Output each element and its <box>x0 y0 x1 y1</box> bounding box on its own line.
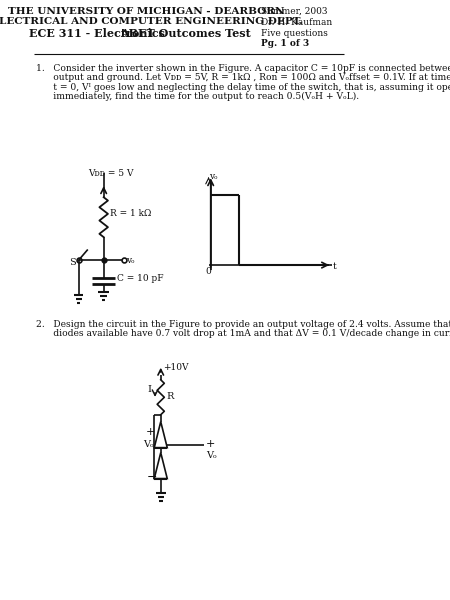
Text: Five questions: Five questions <box>261 29 328 38</box>
Text: t = 0, Vᴵ goes low and neglecting the delay time of the switch, that is, assumin: t = 0, Vᴵ goes low and neglecting the de… <box>36 83 450 92</box>
Text: Vᴅᴅ = 5 V: Vᴅᴅ = 5 V <box>88 169 134 178</box>
Text: vₒ: vₒ <box>209 172 218 181</box>
Text: ECE 311 - Electronics: ECE 311 - Electronics <box>28 28 165 38</box>
Text: 2.   Design the circuit in the Figure to provide an output voltage of 2.4 volts.: 2. Design the circuit in the Figure to p… <box>36 320 450 329</box>
Text: immediately, find the time for the output to reach 0.5(VₒH + VₒL).: immediately, find the time for the outpu… <box>36 92 359 101</box>
Text: I: I <box>148 385 152 394</box>
Text: ABET Outcomes Test: ABET Outcomes Test <box>120 28 251 38</box>
Text: Pg. 1 of 3: Pg. 1 of 3 <box>261 38 309 47</box>
Text: ELECTRICAL AND COMPUTER ENGINEERING DEPT.: ELECTRICAL AND COMPUTER ENGINEERING DEPT… <box>0 17 302 26</box>
Text: Summer, 2003: Summer, 2003 <box>261 7 327 16</box>
Text: +: + <box>206 439 215 449</box>
Text: output and ground. Let Vᴅᴅ = 5V, R = 1kΩ , Ron = 100Ω and Vₒffset = 0.1V. If at : output and ground. Let Vᴅᴅ = 5V, R = 1kΩ… <box>36 73 450 82</box>
Text: Dr. H. Kaufman: Dr. H. Kaufman <box>261 17 332 26</box>
Text: +: + <box>146 427 155 437</box>
Text: R = 1 kΩ: R = 1 kΩ <box>110 209 152 218</box>
Text: C = 10 pF: C = 10 pF <box>117 274 163 283</box>
Text: S: S <box>69 258 76 267</box>
Text: 0: 0 <box>206 267 212 276</box>
Text: t: t <box>333 262 337 271</box>
Text: THE UNIVERSITY OF MICHIGAN - DEARBORN: THE UNIVERSITY OF MICHIGAN - DEARBORN <box>8 7 285 16</box>
Text: R: R <box>166 392 174 401</box>
Text: vₒ: vₒ <box>126 256 135 265</box>
Text: −: − <box>147 470 158 484</box>
Text: +10V: +10V <box>163 363 189 372</box>
Text: Vₒ: Vₒ <box>206 451 216 460</box>
Text: 1.   Consider the inverter shown in the Figure. A capacitor C = 10pF is connecte: 1. Consider the inverter shown in the Fi… <box>36 64 450 73</box>
Text: Vₒ: Vₒ <box>143 440 153 449</box>
Text: diodes available have 0.7 volt drop at 1mA and that ΔV = 0.1 V/decade change in : diodes available have 0.7 volt drop at 1… <box>36 329 450 338</box>
